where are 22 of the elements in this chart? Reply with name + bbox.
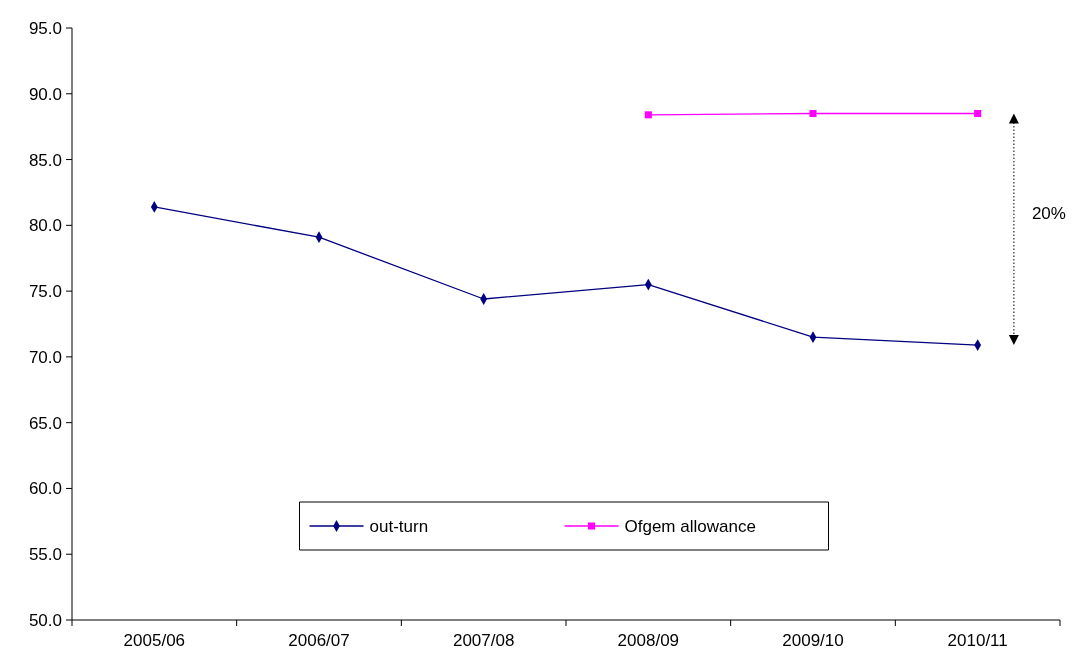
x-tick-label: 2006/07 [288,631,350,650]
y-tick-label: 90.0 [28,84,62,104]
y-tick-label: 60.0 [28,479,62,499]
x-tick-label: 2007/08 [452,631,515,650]
y-tick-label: 55.0 [28,545,62,565]
y-tick-label: 75.0 [28,282,62,302]
x-tick-label: 2009/10 [782,631,844,650]
annotation: 20% [1031,204,1066,224]
x-tick-label: 2005/06 [123,631,186,650]
point [809,109,817,118]
y-tick-label: 70.0 [28,347,62,367]
y-tick-label: 80.0 [28,216,62,236]
point [644,111,652,119]
point [974,109,982,118]
y-tick-label: 65.0 [28,413,62,433]
x-tick-label: 2010/11 [947,631,1008,650]
y-tick-label: 85.0 [28,150,62,170]
y-tick-label: 50.0 [28,610,62,630]
legend-label: Ofgem allowance [624,516,756,536]
legend-label: out-turn [369,516,429,536]
x-tick-label: 2008/09 [617,631,680,650]
y-tick-label: 95.0 [28,18,62,38]
